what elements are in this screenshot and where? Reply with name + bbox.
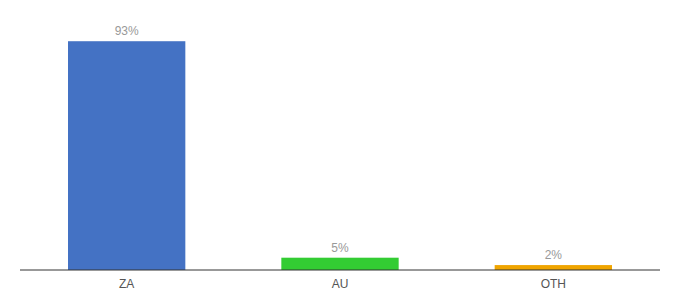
data-label: 93% [115, 24, 139, 38]
x-tick-label: OTH [541, 277, 566, 291]
bars [68, 41, 612, 270]
data-label: 2% [545, 248, 563, 262]
x-axis-line [20, 270, 660, 271]
x-tick-label: AU [332, 277, 349, 291]
chart: 93% 5% 2% ZA AU OTH [0, 0, 680, 300]
bar [68, 41, 185, 270]
data-label: 5% [331, 241, 349, 255]
bar [495, 265, 612, 270]
chart-container: 93% 5% 2% ZA AU OTH [0, 0, 680, 300]
x-tick-label: ZA [119, 277, 134, 291]
bar [281, 258, 398, 270]
